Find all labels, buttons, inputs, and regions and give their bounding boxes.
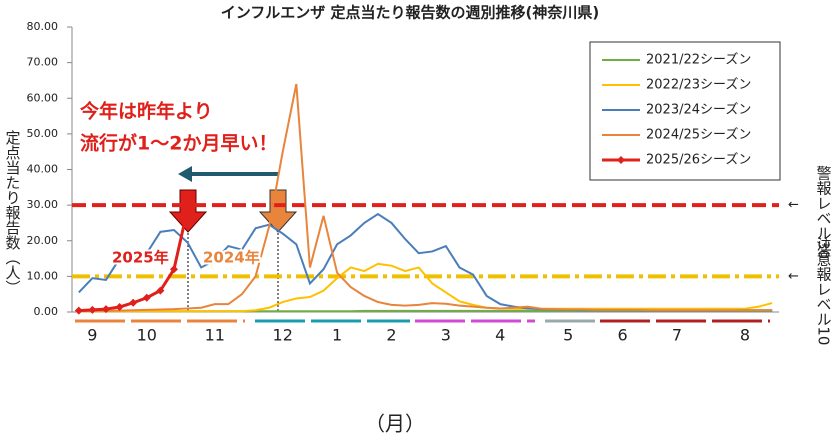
legend-label: 2024/25シーズン [646, 127, 751, 143]
data-point [129, 298, 138, 307]
x-tick-label: 3 [441, 326, 451, 345]
headline: 今年は昨年より [79, 100, 213, 123]
x-tick-label: 12 [273, 326, 293, 345]
legend-label: 2023/24シーズン [646, 102, 751, 118]
y-tick-label: 30.00 [27, 198, 59, 211]
legend-label: 2022/23シーズン [646, 77, 751, 93]
data-point [142, 293, 151, 302]
y-tick-label: 10.00 [27, 269, 59, 282]
y-axis-label: 定点当たり報告数（人） [4, 130, 22, 295]
shift-arrow-head [178, 166, 192, 182]
x-tick-label: 8 [740, 326, 750, 345]
reference-label: 警報レベル30 [815, 165, 833, 259]
x-tick-label: 7 [672, 326, 682, 345]
reference-arrow: ← [788, 269, 799, 284]
x-tick-label: 10 [137, 326, 157, 345]
x-tick-label: 2 [386, 326, 396, 345]
x-tick-label: 1 [332, 326, 342, 345]
y-tick-label: 50.00 [27, 127, 59, 140]
chart-title: インフルエンザ 定点当たり報告数の週別推移(神奈川県) [221, 4, 600, 22]
annotation: 2024年 [203, 249, 260, 267]
data-point [101, 305, 110, 314]
x-tick-label: 4 [495, 326, 505, 345]
x-tick-label: 11 [205, 326, 225, 345]
legend: 2021/22シーズン 2022/23シーズン 2023/24シーズン 2024/25… [589, 41, 781, 181]
x-tick-label: 6 [618, 326, 628, 345]
x-axis-label: （月） [365, 412, 425, 436]
y-tick-label: 40.00 [27, 163, 59, 176]
headline: 流行が1～2か月早い！ [80, 132, 277, 155]
reference-label: 注意報レベル10 [815, 236, 833, 345]
y-tick-label: 0.00 [34, 305, 59, 318]
reference-arrow: ← [788, 198, 799, 213]
data-point [115, 303, 124, 312]
y-tick-label: 70.00 [27, 56, 59, 69]
y-tick-label: 60.00 [27, 91, 59, 104]
x-tick-label: 9 [87, 326, 97, 345]
y-tick-label: 20.00 [27, 234, 59, 247]
legend-label: 2025/26シーズン [646, 152, 751, 168]
legend-marker [617, 156, 625, 164]
down-arrow [258, 189, 298, 233]
series-line [78, 262, 773, 313]
series-line [78, 83, 773, 312]
data-point [169, 265, 178, 274]
data-point [74, 306, 83, 315]
data-point [88, 305, 97, 314]
y-tick-label: 80.00 [27, 20, 59, 33]
data-point [156, 286, 165, 295]
data-point [183, 205, 192, 214]
x-tick-label: 5 [563, 326, 573, 345]
annotation: 2025年 [112, 249, 169, 267]
legend-label: 2021/22シーズン [646, 52, 751, 68]
